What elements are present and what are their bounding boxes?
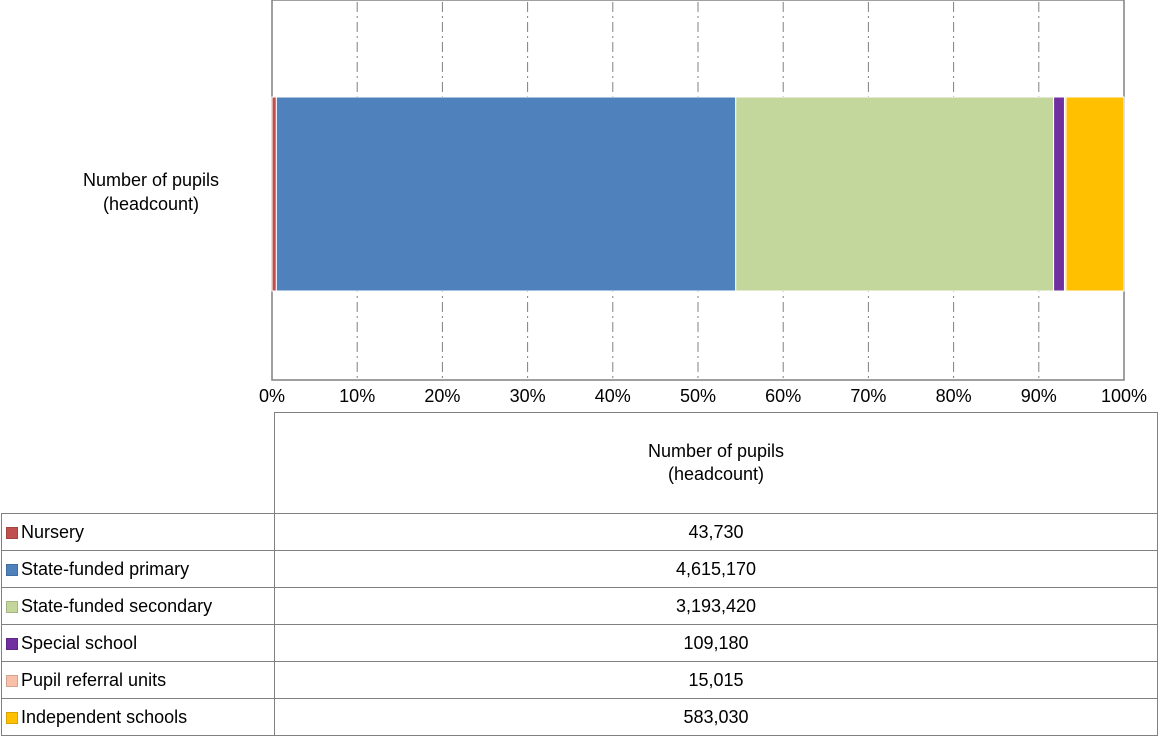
value-cell: 3,193,420 <box>274 587 1158 625</box>
table-header-row: Number of pupils (headcount) <box>1 412 1158 514</box>
value-cell: 43,730 <box>274 513 1158 551</box>
bar-segment-special-school <box>1053 96 1065 292</box>
series-name-cell: State-funded secondary <box>1 587 275 625</box>
x-tick-label: 10% <box>339 386 375 406</box>
x-tick-label: 0% <box>259 386 285 406</box>
series-name: State-funded secondary <box>21 595 213 616</box>
x-tick-label: 80% <box>936 386 972 406</box>
table-row: Independent schools 583,030 <box>1 698 1158 736</box>
table-body: Nursery 43,730 State-funded primary 4,615,1… <box>1 513 1158 736</box>
x-axis-tick-labels: 0% 10% 20% 30% 40% 50% 60% 70% 80% 90% 100% <box>259 386 1147 406</box>
bar-segment-nursery <box>271 96 277 292</box>
series-name-cell: Nursery <box>1 513 275 551</box>
table-row: Nursery 43,730 <box>1 513 1158 551</box>
series-name-cell: Independent schools <box>1 698 275 736</box>
legend-swatch <box>6 600 18 613</box>
series-name: State-funded primary <box>21 558 190 579</box>
bar-segment-independent-schools <box>1065 96 1125 292</box>
table-header-line-2: (headcount) <box>667 464 765 484</box>
x-tick-label: 100% <box>1101 386 1147 406</box>
category-label-line-1: Number of pupils <box>82 170 220 190</box>
value-cell: 109,180 <box>274 624 1158 662</box>
table-corner <box>1 412 275 514</box>
value-cell: 15,015 <box>274 661 1158 699</box>
x-tick-label: 50% <box>680 386 716 406</box>
series-name: Special school <box>21 632 138 653</box>
data-table: Number of pupils (headcount) Nursery 43,7… <box>1 412 1158 736</box>
legend-swatch <box>6 711 18 724</box>
table-header-line-1: Number of pupils <box>647 441 785 461</box>
x-tick-label: 70% <box>850 386 886 406</box>
legend-swatch <box>6 526 18 539</box>
x-tick-label: 40% <box>595 386 631 406</box>
x-tick-label: 90% <box>1021 386 1057 406</box>
category-label-line-2: (headcount) <box>102 194 200 214</box>
legend-swatch <box>6 674 18 687</box>
legend-swatch <box>6 637 18 650</box>
series-name-cell: Special school <box>1 624 275 662</box>
table-row: Pupil referral units 15,015 <box>1 661 1158 699</box>
category-label: Number of pupils (headcount) <box>40 168 262 216</box>
series-name-cell: Pupil referral units <box>1 661 275 699</box>
table-row: Special school 109,180 <box>1 624 1158 662</box>
legend-swatch <box>6 563 18 576</box>
series-name: Pupil referral units <box>21 669 167 690</box>
chart: 0% 10% 20% 30% 40% 50% 60% 70% 80% 90% 100% <box>259 0 1147 406</box>
series-name: Nursery <box>21 521 85 542</box>
series-name-cell: State-funded primary <box>1 550 275 588</box>
x-tick-label: 20% <box>424 386 460 406</box>
x-tick-label: 60% <box>765 386 801 406</box>
bar-stack <box>271 96 1125 292</box>
x-tick-label: 30% <box>510 386 546 406</box>
value-cell: 583,030 <box>274 698 1158 736</box>
table-row: State-funded primary 4,615,170 <box>1 550 1158 588</box>
table-row: State-funded secondary 3,193,420 <box>1 587 1158 625</box>
bar-segment-state-funded-primary <box>275 96 737 292</box>
bar-segment-state-funded-secondary <box>735 96 1055 292</box>
series-name: Independent schools <box>21 706 188 727</box>
value-cell: 4,615,170 <box>274 550 1158 588</box>
table-header-cell: Number of pupils (headcount) <box>274 412 1158 514</box>
